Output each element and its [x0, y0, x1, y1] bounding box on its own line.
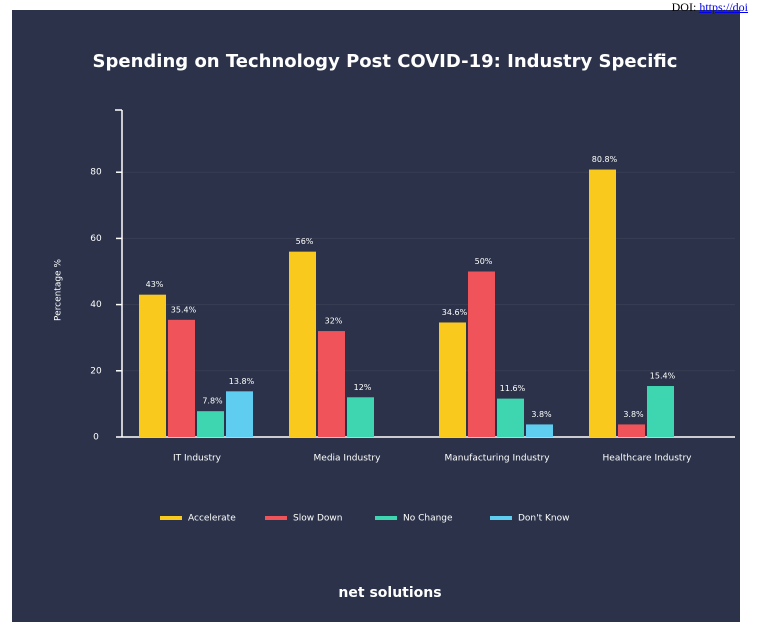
data-label: 32%: [325, 317, 343, 326]
bar: [197, 411, 224, 437]
data-label: 12%: [354, 383, 372, 392]
data-label: 34.6%: [442, 308, 468, 317]
chart-title: Spending on Technology Post COVID-19: In…: [93, 51, 678, 72]
data-label: 15.4%: [650, 372, 676, 381]
bar: [497, 398, 524, 437]
data-label: 35.4%: [171, 305, 197, 314]
data-label: 3.8%: [531, 410, 552, 419]
bar: [347, 397, 374, 437]
data-label: 56%: [296, 237, 314, 246]
bar: [168, 319, 195, 437]
bar: [289, 251, 316, 437]
data-label: 11.6%: [500, 384, 526, 393]
y-tick-label: 20: [90, 366, 102, 376]
x-tick-label: IT Industry: [173, 454, 222, 464]
y-tick-label: 80: [90, 168, 102, 178]
data-label: 43%: [146, 280, 164, 289]
doi-line: DOI: https://doi: [672, 0, 748, 15]
x-tick-label: Media Industry: [314, 454, 382, 464]
bar: [618, 424, 645, 437]
bar: [589, 169, 616, 437]
bar: [318, 331, 345, 437]
bar: [468, 271, 495, 437]
data-label: 50%: [475, 257, 493, 266]
legend-label: Don't Know: [518, 514, 569, 524]
legend-label: Accelerate: [188, 514, 236, 524]
bar: [226, 391, 253, 437]
y-tick-label: 60: [90, 234, 102, 244]
bar: [139, 294, 166, 437]
footer-logo: net solutions: [338, 585, 441, 601]
doi-link[interactable]: https://doi: [699, 0, 748, 14]
doi-prefix: DOI:: [671, 0, 697, 14]
data-label: 3.8%: [623, 410, 644, 419]
x-tick-label: Manufacturing Industry: [444, 454, 550, 464]
y-tick-label: 40: [90, 300, 102, 310]
x-tick-label: Healthcare Industry: [603, 454, 693, 464]
y-axis-label: Percentage %: [54, 259, 64, 321]
bar: [526, 424, 553, 437]
data-label: 7.8%: [202, 397, 223, 406]
panel: [12, 10, 740, 622]
data-label: 80.8%: [592, 155, 618, 164]
bar: [439, 322, 466, 437]
data-label: 13.8%: [229, 377, 255, 386]
bar: [647, 386, 674, 437]
y-tick-label: 0: [93, 433, 99, 443]
legend-label: Slow Down: [293, 514, 342, 524]
legend-label: No Change: [403, 514, 453, 524]
